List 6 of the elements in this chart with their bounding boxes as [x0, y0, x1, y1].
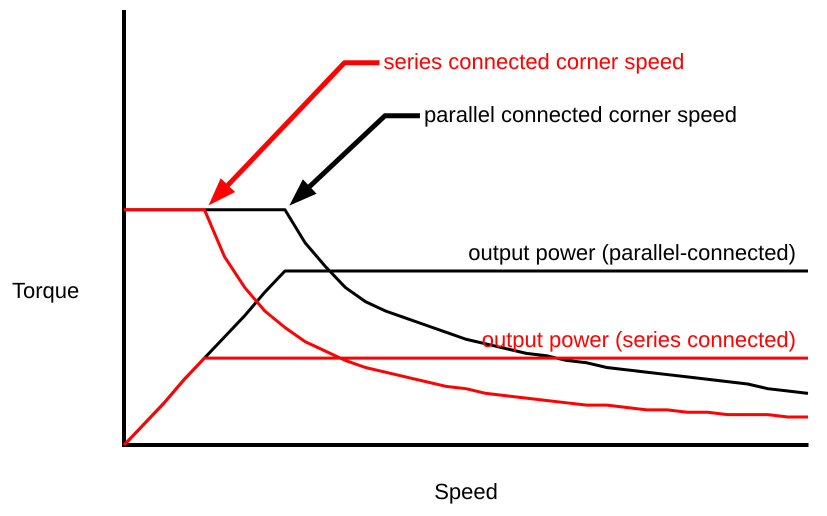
series-label: output power (series connected) [482, 327, 796, 352]
text: series connected corner speed [383, 48, 684, 74]
text: parallel connected corner speed [424, 102, 738, 127]
x-axis-title: Speed [434, 478, 498, 504]
series-label: output power (parallel-connected) [468, 240, 796, 266]
y-axis-title: Torque [12, 278, 80, 304]
